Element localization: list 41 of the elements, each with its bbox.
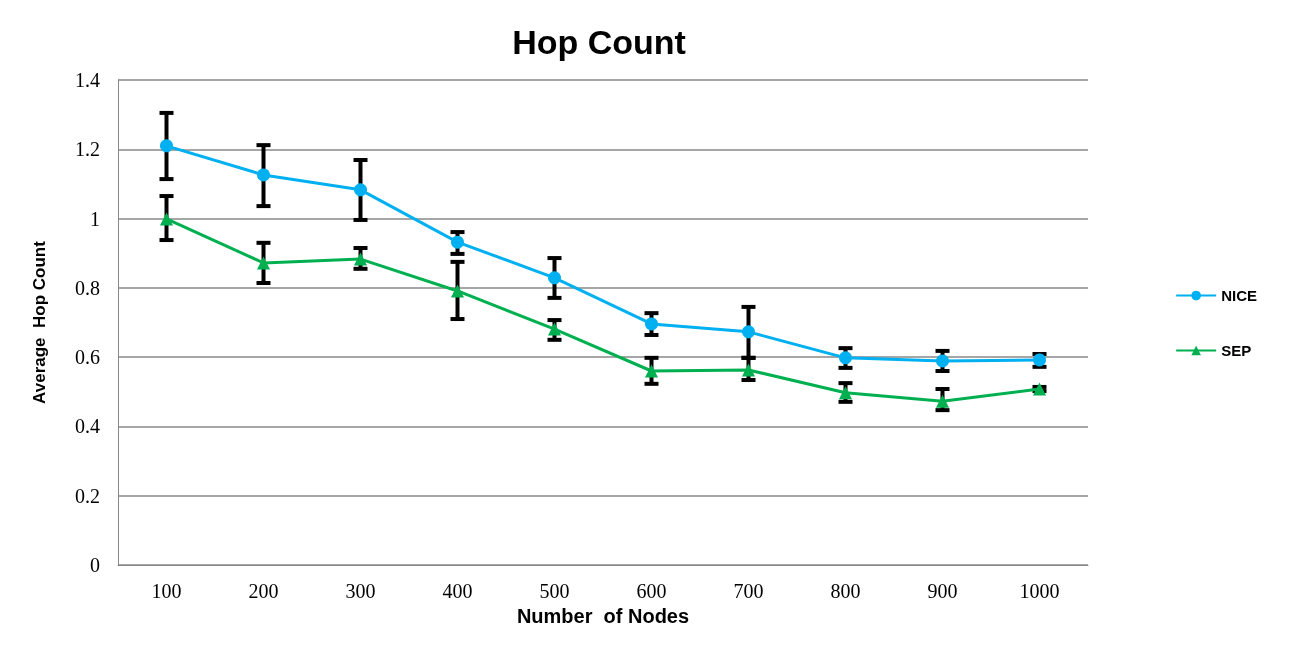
point <box>548 271 561 285</box>
x-tick-label: 600 <box>636 580 667 602</box>
legend-label: NICE <box>1221 287 1258 304</box>
x-tick-label: 700 <box>733 580 764 602</box>
y-tick-label: 0.2 <box>75 484 100 507</box>
point <box>160 212 173 226</box>
x-tick-label: 800 <box>830 580 861 602</box>
point <box>257 168 270 182</box>
x-axis-title: Number of Nodes <box>516 604 690 627</box>
point <box>936 354 949 368</box>
legend-label: SEP <box>1221 342 1252 359</box>
point <box>645 317 658 331</box>
y-tick-label: 0.4 <box>75 415 100 438</box>
point <box>936 394 949 408</box>
point <box>742 363 755 377</box>
x-tick-label: 500 <box>539 580 570 602</box>
y-tick-label: 0.6 <box>75 346 100 369</box>
y-tick-label: 1.4 <box>75 69 100 91</box>
point <box>742 325 755 339</box>
chart-title: Hop Count <box>512 23 686 61</box>
point <box>839 351 852 365</box>
point <box>548 322 561 336</box>
y-tick-label: 1.2 <box>75 138 100 161</box>
point <box>354 252 367 266</box>
y-axis-title: Average Hop Count <box>30 240 49 404</box>
point <box>160 139 173 153</box>
y-tick-label: 0 <box>90 554 100 576</box>
point <box>645 364 658 378</box>
point <box>451 235 464 249</box>
x-tick-label: 100 <box>151 580 182 602</box>
x-tick-label: 400 <box>442 580 473 602</box>
x-tick-label: 900 <box>927 580 958 602</box>
point <box>451 284 464 298</box>
point <box>839 386 852 400</box>
y-tick-label: 1 <box>90 207 100 230</box>
point <box>354 183 367 197</box>
x-tick-label: 1000 <box>1019 580 1060 602</box>
x-tick-label: 300 <box>345 580 376 602</box>
y-tick-label: 0.8 <box>75 276 100 299</box>
x-tick-label: 200 <box>248 580 279 602</box>
point <box>257 256 270 270</box>
